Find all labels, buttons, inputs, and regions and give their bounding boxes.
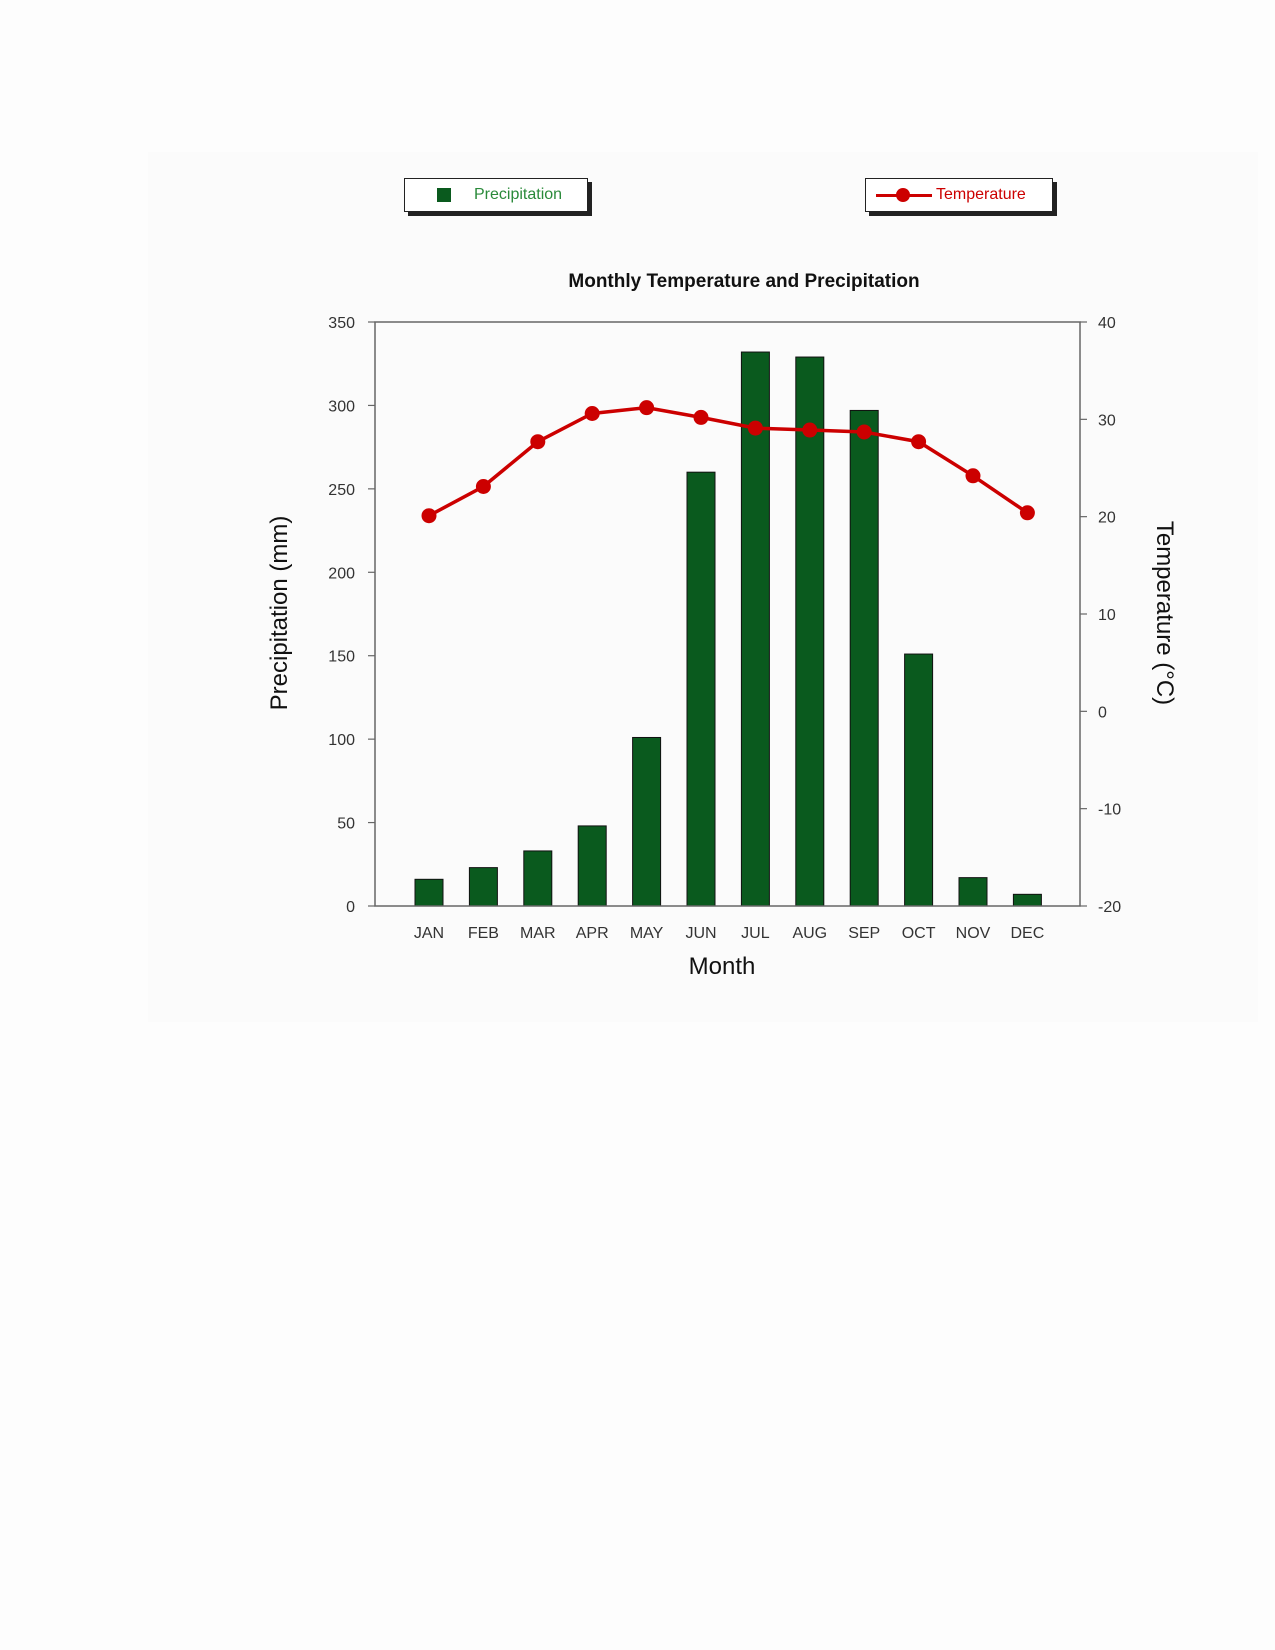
x-tick-label: FEB xyxy=(468,925,499,942)
y2-axis-title: Temperature (°C) xyxy=(1151,521,1178,705)
right-tick-label: -10 xyxy=(1098,802,1121,819)
x-tick-label: JUL xyxy=(741,925,770,942)
legend-precipitation-swatch xyxy=(437,188,451,202)
x-tick-label: APR xyxy=(576,925,609,942)
temperature-point xyxy=(421,508,437,524)
temperature-line xyxy=(428,405,1029,518)
precipitation-bar xyxy=(686,471,716,907)
temperature-point xyxy=(911,434,927,450)
left-tick-label: 50 xyxy=(337,816,355,833)
legend-temperature-label: Temperature xyxy=(936,186,1026,203)
left-tick-label: 350 xyxy=(328,315,355,332)
precipitation-bar xyxy=(958,877,988,907)
precipitation-bar xyxy=(523,850,553,907)
precipitation-bar xyxy=(795,356,825,907)
temperature-point xyxy=(475,478,491,494)
legend-precipitation: Precipitation xyxy=(404,178,588,212)
left-tick-label: 0 xyxy=(346,899,355,916)
temperature-point xyxy=(802,422,818,438)
x-tick-label: JAN xyxy=(414,925,444,942)
temperature-point xyxy=(965,468,981,484)
x-tick-label: NOV xyxy=(956,925,991,942)
precipitation-bar xyxy=(414,878,444,907)
precipitation-bars xyxy=(414,351,1042,907)
temperature-point xyxy=(584,405,600,421)
left-tick-label: 250 xyxy=(328,482,355,499)
x-tick-label: SEP xyxy=(848,925,880,942)
left-tick-label: 100 xyxy=(328,732,355,749)
chart-title: Monthly Temperature and Precipitation xyxy=(568,271,919,292)
precipitation-bar xyxy=(632,736,662,907)
left-tick-label: 200 xyxy=(328,565,355,582)
left-tick-label: 150 xyxy=(328,649,355,666)
right-tick-label: 40 xyxy=(1098,315,1116,332)
temperature-point xyxy=(747,420,763,436)
precipitation-bar xyxy=(904,653,934,907)
x-tick-label: JUN xyxy=(685,925,716,942)
right-tick-label: 20 xyxy=(1098,510,1116,527)
left-axis: 0 50 100 150 200 250 300 350 xyxy=(328,315,375,916)
right-tick-label: 30 xyxy=(1098,412,1116,429)
x-tick-label: OCT xyxy=(902,925,936,942)
plot-area xyxy=(374,321,1081,907)
legend-temperature-marker xyxy=(896,188,910,202)
left-tick-label: 300 xyxy=(328,398,355,415)
right-tick-label: 0 xyxy=(1098,704,1107,721)
x-axis: JAN FEB MAR APR MAY JUN JUL AUG SEP OCT NOV DEC xyxy=(414,925,1044,942)
x-tick-label: MAR xyxy=(520,925,556,942)
precipitation-bar xyxy=(1012,893,1042,907)
temperature-point xyxy=(639,400,655,416)
x-tick-label: DEC xyxy=(1011,925,1045,942)
precipitation-bar xyxy=(577,825,607,907)
right-axis: -20 -10 0 10 20 30 40 xyxy=(1080,315,1121,916)
x-tick-label: MAY xyxy=(630,925,664,942)
right-tick-label: -20 xyxy=(1098,899,1121,916)
x-axis-title: Month xyxy=(689,953,756,980)
right-tick-label: 10 xyxy=(1098,607,1116,624)
y-axis-title: Precipitation (mm) xyxy=(266,516,293,711)
legend-temperature-swatch xyxy=(876,185,932,205)
temperature-point xyxy=(1019,505,1035,521)
x-tick-label: AUG xyxy=(792,925,827,942)
temperature-series xyxy=(421,400,1035,524)
temperature-point xyxy=(693,409,709,425)
legend-precipitation-label: Precipitation xyxy=(474,186,563,203)
temperature-point xyxy=(530,434,546,450)
precipitation-bar xyxy=(468,867,498,907)
precipitation-bar xyxy=(849,409,879,907)
temperature-point xyxy=(856,424,872,440)
legend-temperature: Temperature xyxy=(865,178,1053,212)
